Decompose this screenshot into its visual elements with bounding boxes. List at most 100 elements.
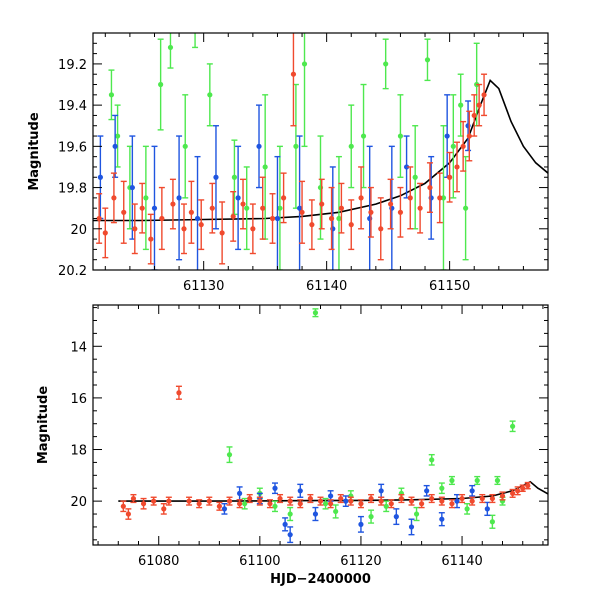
series-red bbox=[120, 385, 531, 520]
data-point bbox=[111, 195, 117, 201]
y-tick-label: 19.8 bbox=[58, 182, 87, 197]
y-tick-label: 14 bbox=[70, 340, 87, 355]
data-point bbox=[338, 205, 345, 211]
data-point bbox=[299, 209, 305, 215]
data-point bbox=[424, 57, 431, 63]
data-point bbox=[272, 503, 278, 509]
data-point bbox=[348, 143, 354, 149]
data-point bbox=[322, 501, 329, 507]
y-tick-label: 19.2 bbox=[58, 58, 87, 73]
data-point bbox=[166, 498, 172, 504]
data-point bbox=[297, 501, 303, 507]
data-point bbox=[219, 230, 225, 236]
data-point bbox=[348, 498, 354, 504]
y-tick-label: 19.4 bbox=[58, 99, 87, 114]
data-point bbox=[358, 195, 364, 201]
data-point bbox=[424, 488, 430, 494]
data-point bbox=[520, 485, 526, 491]
data-point bbox=[398, 495, 404, 502]
data-point bbox=[419, 501, 425, 507]
data-point bbox=[250, 226, 256, 232]
data-point bbox=[293, 143, 299, 149]
data-point bbox=[494, 477, 501, 484]
data-point bbox=[368, 495, 374, 502]
data-point bbox=[151, 205, 158, 211]
data-point bbox=[132, 226, 138, 232]
data-point bbox=[148, 236, 154, 242]
data-point bbox=[343, 498, 349, 504]
data-point bbox=[262, 164, 268, 170]
data-point bbox=[439, 498, 445, 504]
data-point bbox=[237, 501, 243, 507]
data-point bbox=[301, 61, 308, 67]
data-point bbox=[429, 495, 435, 502]
data-point bbox=[221, 506, 228, 512]
data-point bbox=[489, 519, 495, 525]
data-point bbox=[97, 174, 103, 180]
data-point bbox=[158, 81, 164, 88]
series-red bbox=[96, 33, 488, 265]
top-panel: 61130 61140 61150 19.2 19.4 19.6 19.8 20 20.2 Mag… bbox=[27, 32, 549, 294]
data-point bbox=[459, 495, 465, 502]
data-point bbox=[458, 102, 464, 108]
data-point bbox=[525, 483, 531, 489]
y-tick-label: 20 bbox=[70, 223, 87, 238]
y-tick-label: 18 bbox=[70, 444, 87, 459]
data-point bbox=[257, 498, 263, 504]
data-point bbox=[108, 92, 115, 98]
data-point bbox=[296, 205, 303, 211]
data-point bbox=[466, 133, 472, 139]
data-point bbox=[151, 498, 157, 504]
data-point bbox=[397, 209, 404, 215]
data-point bbox=[188, 209, 194, 215]
data-point bbox=[336, 215, 342, 222]
plot-area bbox=[93, 33, 548, 270]
data-point bbox=[269, 215, 276, 222]
data-point bbox=[114, 133, 121, 139]
data-point bbox=[267, 501, 273, 507]
bottom-panel: 61080 61100 61120 61140 14 16 18 20 Magnitude HJD… bbox=[36, 304, 549, 587]
data-point bbox=[481, 92, 487, 98]
data-point bbox=[378, 226, 384, 232]
data-point bbox=[469, 498, 475, 504]
data-point bbox=[140, 501, 147, 507]
data-point bbox=[413, 511, 420, 517]
data-point bbox=[510, 490, 516, 496]
data-point bbox=[499, 493, 506, 499]
data-point bbox=[182, 143, 188, 149]
y-axis-title: Magnitude bbox=[27, 112, 42, 191]
data-point bbox=[287, 532, 293, 538]
data-point bbox=[226, 498, 233, 504]
data-point bbox=[207, 92, 213, 98]
data-point bbox=[186, 498, 192, 504]
x-tick-label: 61150 bbox=[429, 279, 470, 294]
data-point bbox=[181, 226, 187, 232]
data-point bbox=[450, 143, 456, 149]
data-point bbox=[328, 501, 334, 507]
data-point bbox=[274, 215, 281, 222]
data-point bbox=[417, 205, 423, 211]
data-point bbox=[281, 195, 287, 201]
data-point bbox=[388, 501, 394, 507]
data-point bbox=[439, 485, 445, 491]
data-point bbox=[120, 503, 126, 509]
y-tick-label: 19.6 bbox=[58, 140, 87, 155]
data-point bbox=[198, 222, 204, 228]
data-point bbox=[242, 501, 248, 507]
data-point bbox=[130, 495, 137, 502]
data-point bbox=[408, 498, 415, 504]
data-point bbox=[393, 514, 399, 520]
plot-frame bbox=[92, 32, 549, 271]
plot-area bbox=[118, 308, 548, 544]
data-point bbox=[235, 195, 241, 201]
series-green bbox=[108, 33, 480, 270]
data-point bbox=[383, 503, 389, 509]
data-point bbox=[176, 390, 182, 396]
data-point bbox=[112, 143, 118, 149]
data-point bbox=[440, 195, 447, 201]
x-tick-label: 61140 bbox=[306, 279, 347, 294]
x-tick-label: 61100 bbox=[239, 554, 280, 569]
data-point bbox=[429, 457, 435, 463]
data-point bbox=[297, 488, 303, 494]
data-point bbox=[312, 511, 319, 517]
